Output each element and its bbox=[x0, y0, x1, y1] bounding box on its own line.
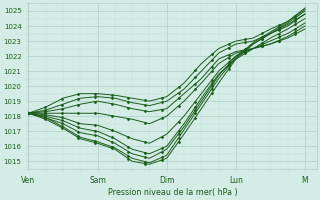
X-axis label: Pression niveau de la mer( hPa ): Pression niveau de la mer( hPa ) bbox=[108, 188, 237, 197]
